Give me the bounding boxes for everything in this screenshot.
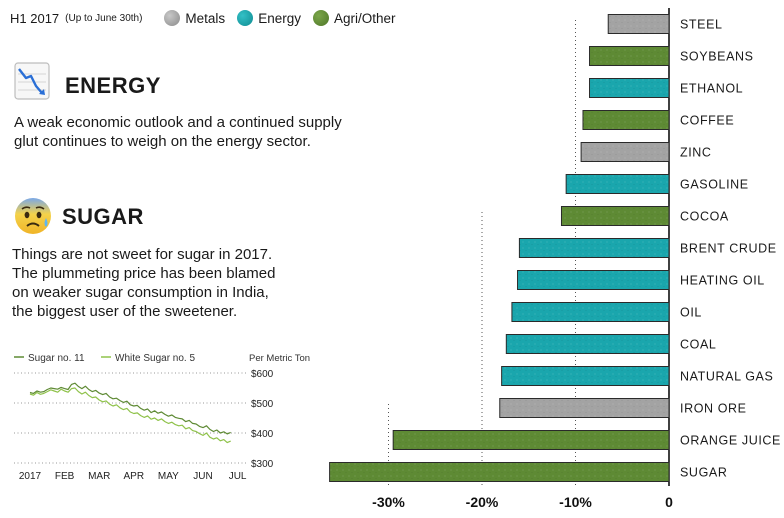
mini-chart-legend: Sugar no. 11 White Sugar no. 5 Per Metri… [14, 353, 310, 364]
category-label: COFFEE [680, 114, 734, 128]
metals-dot-icon [164, 10, 181, 26]
bar-texture [581, 142, 669, 162]
category-label: SOYBEANS [680, 50, 754, 64]
sugar-description-line: Things are not sweet for sugar in 2017. [12, 246, 273, 263]
category-label: HEATING OIL [680, 274, 765, 288]
x-tick-label: -30% [372, 494, 405, 510]
mini-x-tick-label: JUN [193, 471, 212, 482]
bar-texture [608, 14, 669, 34]
sugar-title: SUGAR [62, 204, 144, 229]
legend-item-agri: Agri/Other [312, 10, 396, 26]
category-label: ETHANOL [680, 82, 743, 96]
legend-label-agri: Agri/Other [333, 10, 396, 26]
bar-texture [589, 78, 669, 98]
mini-x-tick-label: FEB [55, 471, 75, 482]
sugar-description: Things are not sweet for sugar in 2017. … [12, 245, 332, 321]
bar-texture [329, 462, 669, 482]
bar-texture [519, 238, 669, 258]
legend-label-white-sugar-5: White Sugar no. 5 [115, 353, 195, 364]
energy-description-line: A weak economic outlook and a continued … [14, 114, 342, 131]
energy-title: ENERGY [65, 73, 161, 98]
x-tick-label: 0 [665, 494, 673, 510]
mini-x-tick-label: APR [124, 471, 145, 482]
mini-chart-unit-label: Per Metric Ton [249, 353, 310, 364]
bar-texture [517, 270, 669, 290]
category-label: OIL [680, 306, 702, 320]
category-label: ZINC [680, 146, 712, 160]
category-label: STEEL [680, 18, 723, 32]
series-line-sugar-11 [29, 382, 231, 435]
mini-y-tick-label: $300 [251, 459, 274, 470]
mini-y-tick-label: $400 [251, 429, 274, 440]
bar-texture [566, 174, 669, 194]
category-label: GASOLINE [680, 178, 749, 192]
chart-decreasing-icon [14, 62, 50, 105]
category-label: NATURAL GAS [680, 370, 773, 384]
x-tick-label: -10% [559, 494, 592, 510]
legend-label-energy: Energy [258, 10, 301, 26]
agri-dot-icon [312, 10, 329, 26]
mini-x-tick-label: 2017 [19, 471, 42, 482]
header-legend: H1 2017 (Up to June 30th) Metals Energy … [10, 8, 408, 28]
mini-y-tick-label: $500 [251, 399, 274, 410]
sugar-description-line: The plummeting price has been blamed [12, 265, 276, 282]
energy-dot-icon [237, 10, 254, 26]
bar-texture [582, 110, 669, 130]
mini-y-tick-label: $600 [251, 369, 274, 380]
mini-x-tick-label: MAY [158, 471, 179, 482]
period-note: (Up to June 30th) [65, 12, 143, 24]
legend-item-energy: Energy [237, 10, 301, 26]
category-label: COCOA [680, 210, 729, 224]
mini-x-tick-label: JUL [229, 471, 247, 482]
bar-texture [561, 206, 669, 226]
category-label: SUGAR [680, 466, 727, 480]
bar-texture [511, 302, 669, 322]
energy-description-line: glut continues to weigh on the energy se… [14, 133, 311, 150]
category-label: BRENT CRUDE [680, 242, 777, 256]
category-label: ORANGE JUICE [680, 434, 781, 448]
bar-texture [506, 334, 669, 354]
category-label: COAL [680, 338, 716, 352]
energy-description: A weak economic outlook and a continued … [14, 113, 394, 151]
sugar-description-line: on weaker sugar consumption in India, [12, 284, 269, 301]
legend-label-metals: Metals [185, 10, 226, 26]
legend-label-sugar-11: Sugar no. 11 [28, 353, 85, 364]
bar-texture [499, 398, 669, 418]
period-label: H1 2017 [10, 10, 60, 26]
mini-x-tick-label: MAR [88, 471, 110, 482]
sugar-description-line: the biggest user of the sweetener. [12, 303, 238, 320]
legend-item-metals: Metals [164, 10, 225, 26]
bar-texture [393, 430, 669, 450]
category-label: IRON ORE [680, 402, 747, 416]
bar-texture [501, 366, 669, 386]
x-tick-label: -20% [466, 494, 499, 510]
series-line-white-sugar-5 [29, 387, 231, 444]
bar-texture [589, 46, 669, 66]
anxious-face-with-sweat-icon [13, 196, 53, 241]
